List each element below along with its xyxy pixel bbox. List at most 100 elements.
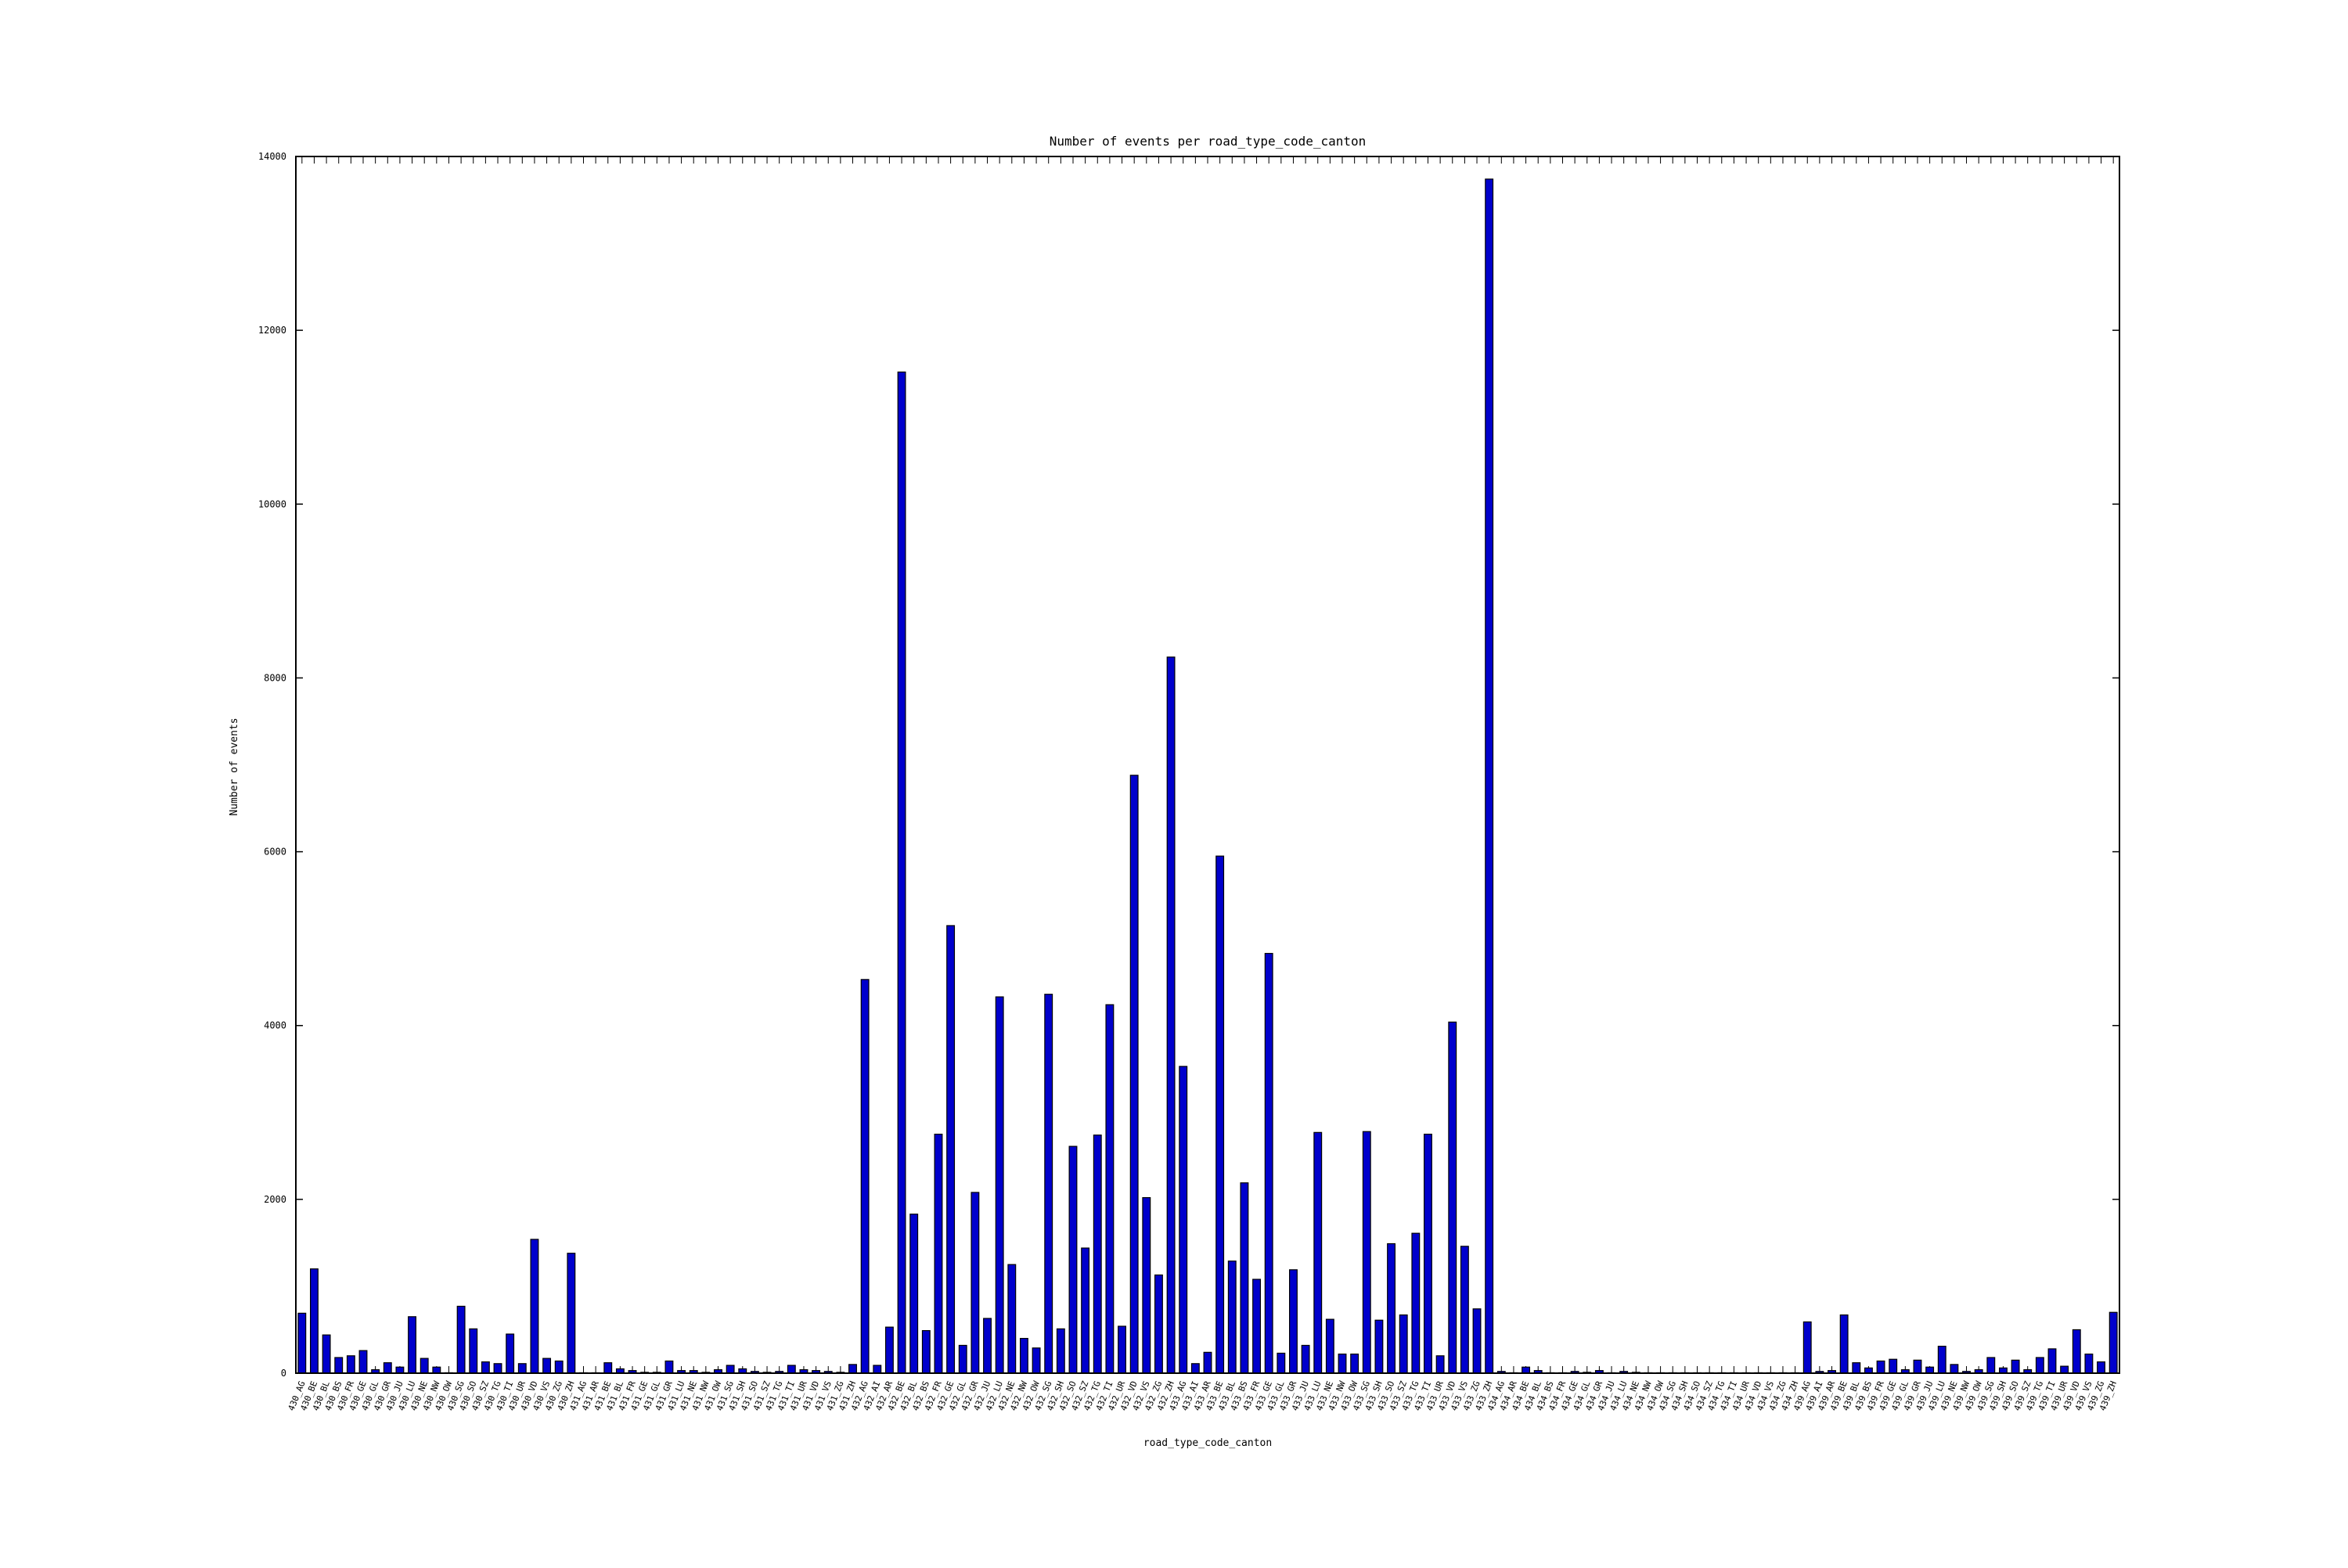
bar-433_JU [1301, 1344, 1310, 1374]
y-axis-label: Number of events [229, 717, 240, 815]
bar-432_VS [1142, 1197, 1151, 1374]
bar-432_BE [897, 371, 906, 1374]
bar-431_GR [664, 1360, 674, 1374]
bar-439_NE [1950, 1364, 1959, 1374]
bar-432_ZG [1154, 1274, 1163, 1374]
y-tick-label: 2000 [264, 1194, 286, 1205]
bar-439_BE [1839, 1314, 1849, 1374]
bar-433_UR [1435, 1355, 1445, 1374]
bar-433_NE [1325, 1318, 1334, 1374]
bar-439_GR [1913, 1359, 1922, 1374]
bar-430_AG [297, 1312, 307, 1374]
y-tick-label: 6000 [264, 847, 286, 858]
bar-439_SO [2011, 1359, 2020, 1374]
bar-439_ZH [2109, 1311, 2118, 1374]
y-tick-label: 10000 [258, 498, 286, 509]
bar-439_FR [1876, 1360, 1885, 1374]
plot-frame [295, 156, 2120, 1374]
bar-432_AG [860, 979, 870, 1374]
bar-430_BE [310, 1268, 319, 1374]
bar-433_BE [1215, 855, 1225, 1374]
bar-432_SZ [1081, 1247, 1090, 1374]
bar-430_UR [517, 1363, 527, 1374]
bar-433_OW [1350, 1353, 1359, 1374]
bar-433_GE [1264, 952, 1273, 1374]
bar-439_ZG [2097, 1361, 2105, 1374]
bar-432_NW [1019, 1337, 1028, 1374]
bar-432_UR [1118, 1325, 1126, 1374]
bar-439_AG [1802, 1321, 1812, 1374]
bar-432_AI [873, 1365, 882, 1374]
bar-432_BL [909, 1214, 919, 1374]
bar-433_ZG [1472, 1308, 1482, 1374]
bar-433_AI [1190, 1363, 1200, 1374]
bar-433_GL [1277, 1352, 1286, 1374]
bar-431_TI [787, 1365, 796, 1374]
bar-439_TI [2047, 1348, 2057, 1374]
bar-430_JU [395, 1366, 405, 1374]
bar-430_ZH [567, 1253, 576, 1374]
bar-433_ZH [1485, 178, 1494, 1374]
bar-430_FR [346, 1355, 355, 1374]
bar-433_GR [1289, 1269, 1298, 1374]
bar-430_LU [408, 1316, 417, 1374]
bar-430_SZ [481, 1361, 490, 1374]
bar-433_VS [1460, 1246, 1469, 1374]
y-tick-label: 4000 [264, 1020, 286, 1031]
bar-430_GR [383, 1362, 392, 1374]
bar-432_AR [884, 1326, 894, 1374]
bar-430_VD [530, 1239, 539, 1374]
bar-433_SH [1374, 1319, 1384, 1374]
y-tick-label: 14000 [258, 151, 286, 162]
bar-433_NW [1338, 1353, 1347, 1374]
bar-439_GE [1889, 1358, 1898, 1374]
bar-432_BS [921, 1329, 931, 1374]
bar-439_BL [1852, 1362, 1861, 1374]
bar-433_SO [1387, 1243, 1396, 1374]
bar-433_AG [1179, 1066, 1188, 1374]
bar-432_GE [946, 925, 956, 1374]
bar-432_VD [1129, 775, 1139, 1374]
bar-430_TG [493, 1363, 502, 1374]
y-axis-ticks: 0 2000 4000 6000 8000 10000 12000 14000 [258, 151, 2119, 1379]
bar-439_VS [2084, 1353, 2094, 1374]
bar-432_NE [1007, 1264, 1017, 1374]
bar-430_SO [469, 1328, 478, 1374]
bar-431_ZH [848, 1364, 857, 1374]
bar-439_TG [2035, 1357, 2044, 1374]
bar-432_SH [1056, 1328, 1065, 1374]
bar-432_LU [995, 996, 1004, 1374]
bar-439_LU [1937, 1345, 1946, 1374]
chart-title: Number of events per road_type_code_cant… [1050, 134, 1367, 149]
bar-430_BS [334, 1357, 344, 1374]
bar-433_TI [1424, 1133, 1432, 1374]
bar-432_SO [1068, 1145, 1078, 1374]
y-tick-label: 8000 [264, 672, 286, 683]
bar-432_GL [958, 1344, 967, 1374]
bar-430_ZG [554, 1360, 564, 1374]
bar-430_BL [322, 1334, 331, 1374]
bar-433_BL [1227, 1261, 1237, 1374]
bar-430_GE [358, 1350, 368, 1374]
bar-432_GR [971, 1192, 980, 1374]
bar-433_TG [1411, 1232, 1421, 1374]
bar-439_VD [2072, 1329, 2081, 1374]
bar-432_TG [1093, 1135, 1102, 1374]
y-tick-label: 12000 [258, 325, 286, 336]
x-axis-label: road_type_code_canton [1143, 1437, 1272, 1449]
bar-430_NE [420, 1358, 429, 1374]
bar-433_FR [1252, 1278, 1261, 1374]
x-tick-labels: 430_AG430_BE430_BL430_BS430_FR430_GE430_… [286, 1379, 2119, 1412]
bar-433_LU [1313, 1131, 1323, 1374]
bar-439_JU [1925, 1366, 1935, 1374]
bar-432_JU [983, 1318, 992, 1374]
bar-433_SZ [1399, 1314, 1408, 1374]
bar-432_SG [1044, 994, 1053, 1374]
bar-431_SG [726, 1365, 735, 1374]
bar-434_BE [1522, 1366, 1531, 1374]
bar-430_NW [432, 1366, 441, 1374]
bar-432_TI [1105, 1004, 1115, 1374]
bar-431_BE [603, 1362, 613, 1374]
